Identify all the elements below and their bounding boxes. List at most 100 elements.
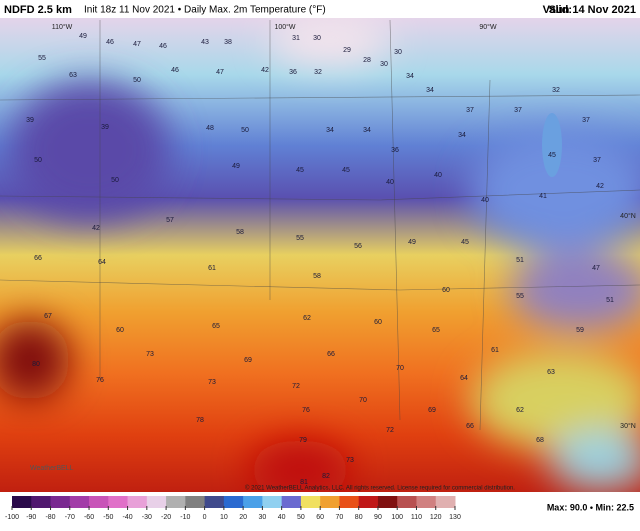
temperature-value: 47 (592, 265, 600, 272)
temperature-value: 37 (514, 107, 522, 114)
temperature-value: 73 (346, 457, 354, 464)
graticule-label: 40°N (620, 212, 636, 220)
colorbar-segment (416, 496, 437, 508)
title: NDFD 2.5 km (4, 4, 72, 16)
colorbar-segment (262, 496, 283, 508)
colorbar-segment (397, 496, 417, 508)
temperature-value: 46 (106, 39, 114, 46)
temperature-value: 37 (593, 157, 601, 164)
header-bar (0, 0, 640, 18)
colorbar-segment (31, 496, 52, 508)
colorbar-tick-label: 130 (449, 514, 461, 521)
colorbar-segment (127, 496, 148, 508)
temperature-value: 61 (491, 347, 499, 354)
colorbar-tick-label: -50 (103, 514, 113, 521)
temperature-value: 50 (111, 177, 119, 184)
colorbar-tick-label: 120 (430, 514, 442, 521)
temperature-value: 72 (292, 383, 300, 390)
temperature-value: 64 (98, 259, 106, 266)
temperature-value: 60 (116, 327, 124, 334)
temperature-value: 65 (432, 327, 440, 334)
temperature-value: 66 (466, 423, 474, 430)
temperature-value: 57 (166, 217, 174, 224)
temperature-value: 66 (34, 255, 42, 262)
colorbar-segment (89, 496, 109, 508)
colorbar-segment (12, 496, 32, 508)
temperature-value: 62 (303, 315, 311, 322)
colorbar-tick-label: -100 (5, 514, 19, 521)
temperature-value: 49 (79, 33, 87, 40)
colorbar-segment (204, 496, 225, 508)
colorbar-segment (243, 496, 263, 508)
colorbar-tick-label: 20 (239, 514, 247, 521)
colorbar-tick-label: -40 (123, 514, 133, 521)
temperature-value: 32 (314, 69, 322, 76)
colorbar-tick-label: 30 (258, 514, 266, 521)
colorbar-segment (166, 496, 186, 508)
temperature-value: 78 (196, 417, 204, 424)
temperature-value: 82 (322, 473, 330, 480)
temperature-value: 34 (406, 73, 414, 80)
colorbar-tick-label: 110 (411, 514, 422, 521)
colorbar-tick-label: -20 (161, 514, 171, 521)
temperature-value: 45 (548, 152, 556, 159)
colorbar-segment (339, 496, 360, 508)
colorbar-tick-label: -80 (45, 514, 55, 521)
temperature-value: 76 (302, 407, 310, 414)
temperature-value: 63 (69, 72, 77, 79)
temperature-value: 39 (101, 124, 109, 131)
temperature-value: 70 (359, 397, 367, 404)
valid-date: Sun 14 Nov 2021 (549, 4, 636, 16)
colorbar-segment (435, 496, 456, 508)
temperature-value: 49 (408, 239, 416, 246)
temperature-value: 46 (159, 43, 167, 50)
colorbar-tick-label: -60 (84, 514, 94, 521)
temperature-value: 68 (536, 437, 544, 444)
logo: WeatherBELL (30, 465, 74, 472)
colorbar-tick-label: -90 (26, 514, 36, 521)
colorbar-segment (358, 496, 379, 508)
temperature-value: 51 (606, 297, 614, 304)
temperature-value: 49 (232, 163, 240, 170)
colorbar-tick-label: 10 (220, 514, 228, 521)
temperature-value: 58 (313, 273, 321, 280)
temperature-value: 31 (292, 35, 300, 42)
temperature-value: 36 (391, 147, 399, 154)
temperature-value: 61 (208, 265, 216, 272)
colorbar-tick-label: 100 (391, 514, 403, 521)
graticule-label: 90°W (479, 23, 497, 31)
colorbar-tick-label: -10 (180, 514, 190, 521)
temperature-value: 40 (481, 197, 489, 204)
temperature-value: 42 (596, 183, 604, 190)
temperature-value: 63 (547, 369, 555, 376)
temperature-value: 40 (434, 172, 442, 179)
temperature-value: 56 (354, 243, 362, 250)
temperature-value: 42 (92, 225, 100, 232)
temperature-value: 72 (386, 427, 394, 434)
colorbar-segment (223, 496, 244, 508)
temperature-value: 39 (26, 117, 34, 124)
temperature-value: 45 (296, 167, 304, 174)
colorbar-tick-label: 90 (374, 514, 382, 521)
temperature-value: 50 (241, 127, 249, 134)
temperature-value: 30 (394, 49, 402, 56)
temperature-value: 45 (342, 167, 350, 174)
colorbar-tick-label: -70 (65, 514, 75, 521)
temperature-value: 62 (516, 407, 524, 414)
temperature-value: 37 (466, 107, 474, 114)
colorbar-tick-label: 40 (278, 514, 286, 521)
colorbar-segment (281, 496, 302, 508)
temperature-value: 42 (261, 67, 269, 74)
temperature-value: 41 (539, 193, 547, 200)
colorbar-tick-label: -30 (142, 514, 152, 521)
credit: © 2021 WeatherBELL Analytics, LLC. All r… (245, 485, 515, 492)
colorbar-segment (320, 496, 340, 508)
temperature-value: 47 (133, 41, 141, 48)
temperature-value: 34 (363, 127, 371, 134)
temperature-value: 43 (201, 39, 209, 46)
temperature-value: 30 (313, 35, 321, 42)
temperature-value: 51 (516, 257, 524, 264)
temperature-value: 55 (38, 55, 46, 62)
valid-label: Valid: (543, 4, 572, 16)
